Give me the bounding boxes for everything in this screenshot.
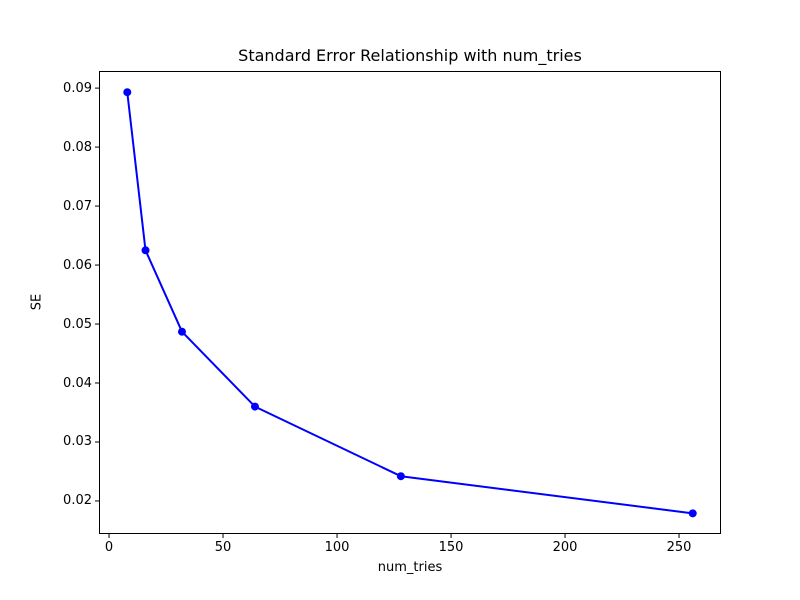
plot-area <box>99 71 721 534</box>
se-line-series <box>126 92 693 515</box>
y-tick-label: 0.06 <box>63 257 92 273</box>
y-tick-label: 0.02 <box>63 493 92 509</box>
data-point-marker <box>396 472 405 481</box>
y-tick-label: 0.09 <box>63 80 92 96</box>
data-point-marker <box>141 246 150 255</box>
data-point-marker <box>123 88 132 97</box>
y-tick-label: 0.05 <box>63 316 92 332</box>
x-tick-label: 50 <box>214 540 232 555</box>
data-point-marker <box>688 509 697 518</box>
y-tick-label: 0.04 <box>63 375 92 391</box>
y-tick-label: 0.03 <box>63 434 92 450</box>
data-point-marker <box>177 327 186 336</box>
x-tick-label: 250 <box>666 540 692 555</box>
y-tick-label: 0.08 <box>63 139 92 155</box>
x-tick-label: 200 <box>552 540 578 555</box>
y-axis-label: SE <box>29 293 45 311</box>
y-tick-label: 0.07 <box>63 198 92 214</box>
data-point-marker <box>250 402 259 411</box>
x-tick-label: 0 <box>104 540 114 555</box>
x-tick-label: 150 <box>438 540 464 555</box>
x-axis-label: num_tries <box>377 560 443 575</box>
x-tick-label: 100 <box>324 540 350 555</box>
chart-title: Standard Error Relationship with num_tri… <box>238 46 582 65</box>
